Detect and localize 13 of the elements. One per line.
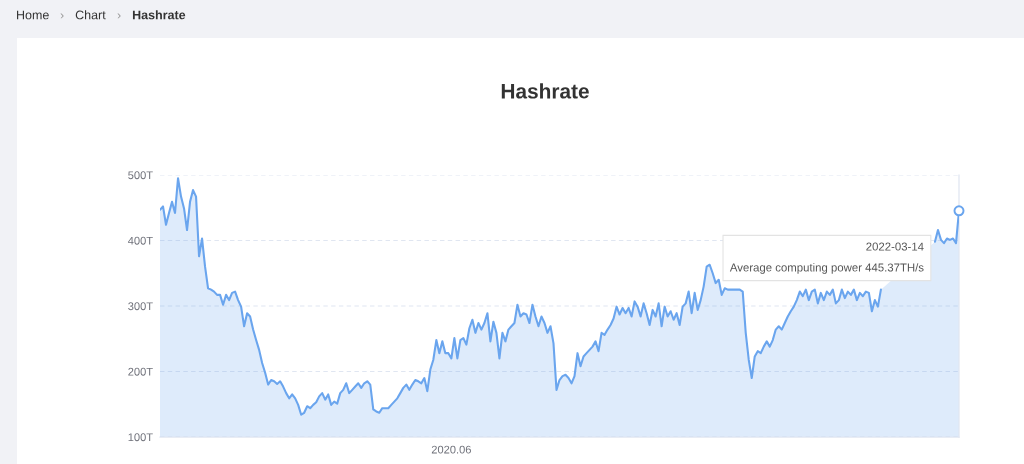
y-tick-label: 300T [128,302,153,311]
text: › [117,13,121,19]
y-tick-label: 100T [128,433,153,442]
y-tick-label: 400T [127,236,153,245]
text: Hashrate [132,10,186,20]
annotation: 2022-03-14 Average computing power 445.37TH/s [729,242,924,274]
chart-title: Hashrate [501,83,589,99]
text: Chart [75,10,106,20]
text: › [60,13,64,19]
text: Home [17,10,49,20]
y-tick-label: 500T [128,171,153,180]
x-tick-label: 2020.06 [431,445,471,454]
y-tick-label: 200T [128,367,153,376]
